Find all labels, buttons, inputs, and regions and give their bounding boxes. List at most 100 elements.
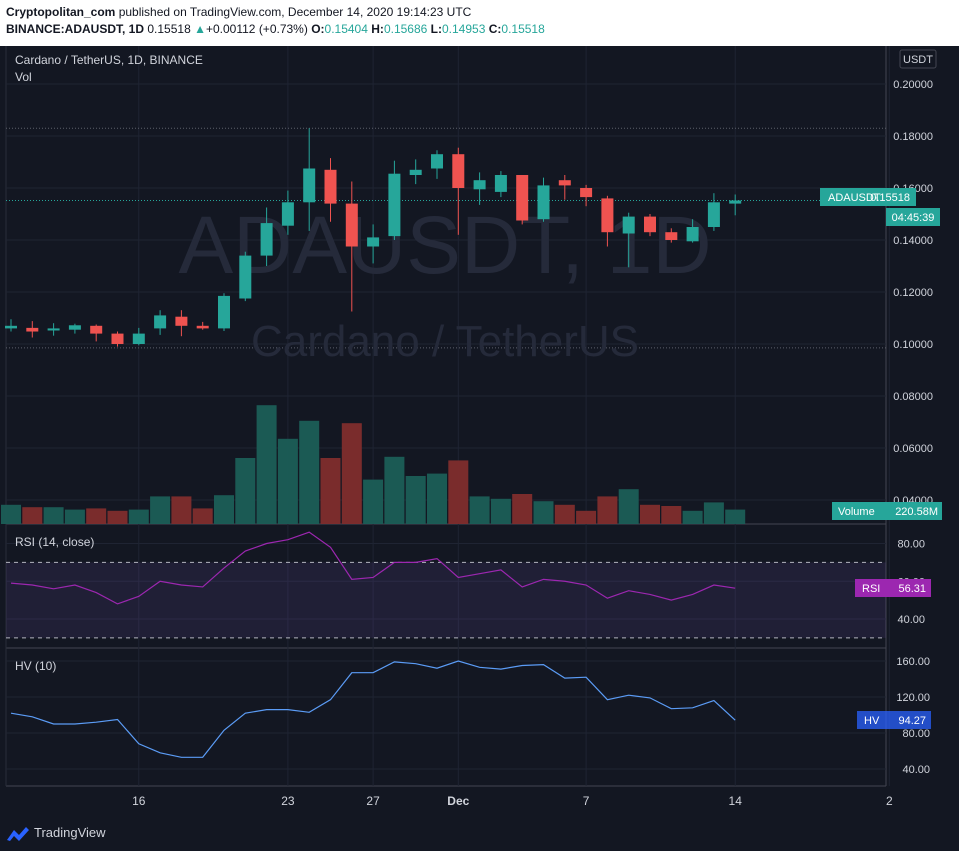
svg-text:·: ·	[874, 192, 878, 204]
candle-body	[537, 185, 550, 220]
ohlc-line: BINANCE:ADAUSDT, 1D 0.15518 ▲+0.00112 (+…	[6, 22, 545, 36]
volume-bar	[64, 509, 85, 524]
candle-body	[218, 295, 230, 329]
volume-bar	[576, 510, 597, 524]
volume-bar	[214, 495, 234, 524]
price-tick-label: 0.08000	[893, 391, 933, 403]
candle-body	[473, 180, 486, 190]
candle-body	[260, 223, 273, 256]
volume-bar	[682, 510, 703, 524]
watermark-symbol: ADAUSDT, 1D	[178, 200, 711, 291]
candles	[5, 128, 742, 347]
currency-label: USDT	[903, 54, 933, 66]
rsi-marker: RSI 56.31	[855, 579, 931, 597]
volume-bar	[128, 509, 149, 524]
main-pane-title: Cardano / TetherUS, 1D, BINANCE	[15, 53, 203, 67]
candle-body	[47, 328, 60, 331]
volume-bar	[661, 506, 682, 524]
hv-marker-value: 94.27	[898, 715, 926, 727]
volume-bar	[448, 460, 469, 524]
volume-bar	[405, 476, 426, 524]
date-tick-label: 2	[886, 794, 893, 808]
chart-canvas[interactable]: ADAUSDT, 1D Cardano / TetherUS 0.20000 0.…	[0, 46, 959, 816]
published-text: published on TradingView.com, December 1…	[118, 5, 472, 19]
volume-marker-value: 220.58M	[895, 506, 938, 518]
rsi-pane-title: RSI (14, close)	[15, 535, 94, 549]
volume-bar	[192, 508, 213, 524]
candle-body	[324, 169, 337, 204]
hv-line	[10, 660, 736, 758]
volume-marker: Volume 220.58M	[832, 502, 942, 520]
currency-badge[interactable]: USDT	[899, 49, 937, 69]
volume-bar	[235, 458, 256, 524]
hv-pane-title: HV (10)	[15, 659, 56, 673]
date-tick-label: 27	[366, 794, 380, 808]
volume-bar	[277, 438, 298, 524]
candle-body	[686, 227, 699, 242]
candle-body	[239, 255, 252, 299]
price-tick-label: 0.10000	[893, 339, 933, 351]
volume-bar	[171, 496, 192, 524]
grid	[5, 46, 890, 787]
volume-bar	[22, 507, 43, 524]
volume-bar	[107, 510, 128, 524]
candle-body	[707, 202, 720, 227]
publisher-name[interactable]: Cryptopolitan_com	[6, 5, 116, 19]
rsi-series	[10, 531, 736, 605]
up-arrow-icon: ▲	[194, 22, 206, 36]
candle-body	[281, 202, 294, 226]
candle-body	[303, 168, 316, 203]
price-tick-label: 0.12000	[893, 287, 933, 299]
tradingview-logo-icon[interactable]	[6, 826, 30, 842]
candle-body	[90, 325, 103, 334]
footer: TradingView	[0, 816, 959, 851]
volume-bar	[533, 501, 554, 524]
date-tick-label: 23	[281, 794, 295, 808]
volume-bar	[384, 456, 405, 524]
candle-body	[494, 175, 507, 192]
date-tick-label: 7	[583, 794, 590, 808]
low-value: 0.14953	[442, 22, 486, 36]
candle-body	[26, 327, 39, 332]
rsi-tick-label: 80.00	[897, 539, 925, 551]
hv-tick-label: 40.00	[902, 764, 930, 776]
candle-body	[68, 325, 81, 330]
candle-body	[516, 175, 529, 221]
watermark-name: Cardano / TetherUS	[251, 317, 639, 366]
volume-bars	[1, 405, 746, 524]
tradingview-brand[interactable]: TradingView	[34, 825, 106, 840]
price-tick-label: 0.20000	[893, 79, 933, 91]
volume-bar	[512, 494, 533, 524]
volume-bar	[703, 502, 724, 524]
candle-body	[665, 232, 678, 240]
candle-body	[5, 325, 17, 329]
hv-tick-label: 160.00	[896, 656, 930, 668]
price-tick-label: 0.06000	[893, 443, 933, 455]
rsi-marker-name: RSI	[862, 583, 880, 595]
volume-bar	[427, 473, 447, 524]
last-price: 0.15518	[147, 22, 191, 36]
rsi-band	[6, 561, 886, 639]
volume-bar	[618, 489, 639, 524]
hv-marker-name: HV	[864, 715, 880, 727]
candle-body	[367, 237, 380, 247]
volume-bar	[150, 496, 171, 524]
price-marker-value: 0.15518	[870, 192, 910, 204]
volume-bar	[299, 420, 320, 524]
volume-bar	[320, 458, 341, 524]
volume-bar	[597, 496, 618, 524]
vol-pane-title: Vol	[15, 70, 32, 84]
candle-body	[622, 216, 635, 234]
volume-bar	[256, 405, 277, 524]
volume-marker-name: Volume	[838, 506, 875, 518]
publish-line: Cryptopolitan_com published on TradingVi…	[6, 5, 471, 19]
hv-tick-label: 120.00	[896, 692, 930, 704]
price-tick-label: 0.14000	[893, 235, 933, 247]
volume-bar	[86, 508, 107, 524]
candle-body	[558, 180, 571, 186]
volume-bar	[554, 504, 575, 524]
close-value: 0.15518	[501, 22, 545, 36]
volume-bar	[490, 498, 511, 524]
hv-series	[10, 660, 736, 758]
candle-body	[345, 203, 358, 247]
